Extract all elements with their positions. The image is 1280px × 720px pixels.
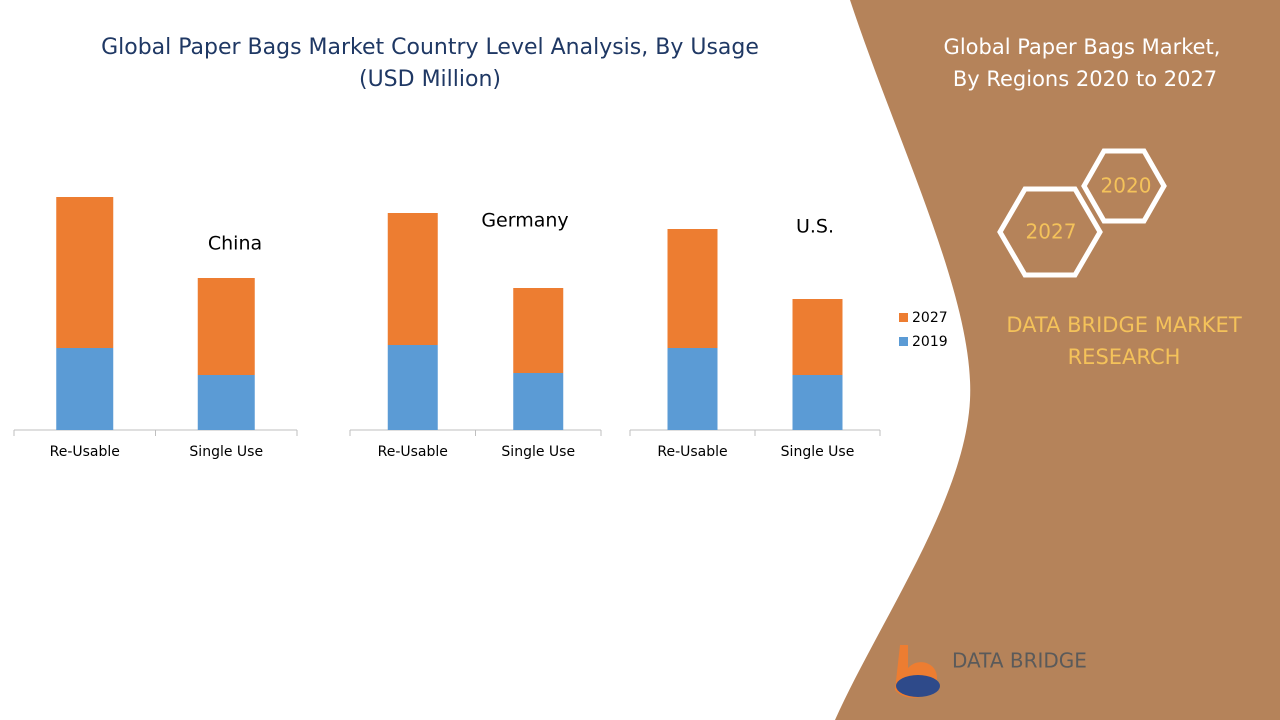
- x-tick-label: Single Use: [501, 444, 575, 460]
- bar-segment: [56, 197, 114, 348]
- legend-swatch: [899, 337, 908, 346]
- logo-text: DATA BRIDGE: [952, 649, 1087, 673]
- brand-text: RESEARCH: [1068, 345, 1181, 369]
- hexagon: [1081, 148, 1167, 224]
- panel-title: By Regions 2020 to 2027: [953, 67, 1217, 91]
- x-tick-label: Single Use: [189, 444, 263, 460]
- bar-segment: [56, 348, 114, 430]
- bar-segment: [387, 213, 438, 345]
- bar-segment: [513, 373, 564, 430]
- bar-segment: [387, 345, 438, 430]
- x-tick-label: Re-Usable: [657, 444, 727, 460]
- hex-label: 2020: [1101, 174, 1152, 198]
- subtitle: (USD Million): [359, 67, 501, 92]
- hex-label: 2027: [1026, 220, 1077, 244]
- hexagon: [997, 186, 1103, 278]
- bar-segment: [197, 375, 255, 430]
- x-tick-label: Re-Usable: [50, 444, 120, 460]
- bar-segment: [667, 229, 718, 348]
- chart-title: China: [208, 233, 262, 255]
- chart-title: U.S.: [796, 216, 834, 238]
- brand-text: DATA BRIDGE MARKET: [1006, 313, 1241, 337]
- bar-segment: [667, 348, 718, 430]
- bar-segment: [513, 288, 564, 373]
- side-panel: [835, 0, 1280, 720]
- logo: DATA BRIDGE: [895, 645, 1087, 698]
- legend-swatch: [899, 313, 908, 322]
- bar-segment: [792, 299, 843, 375]
- x-tick-label: Single Use: [781, 444, 855, 460]
- bar-segment: [792, 375, 843, 430]
- title: Global Paper Bags Market Country Level A…: [101, 35, 759, 60]
- panel-title: Global Paper Bags Market,: [944, 35, 1221, 59]
- chart-title: Germany: [481, 210, 568, 232]
- legend-label: 2019: [912, 334, 948, 350]
- x-tick-label: Re-Usable: [378, 444, 448, 460]
- bar-segment: [197, 278, 255, 375]
- logo-mark: [896, 675, 940, 697]
- legend-label: 2027: [912, 310, 948, 326]
